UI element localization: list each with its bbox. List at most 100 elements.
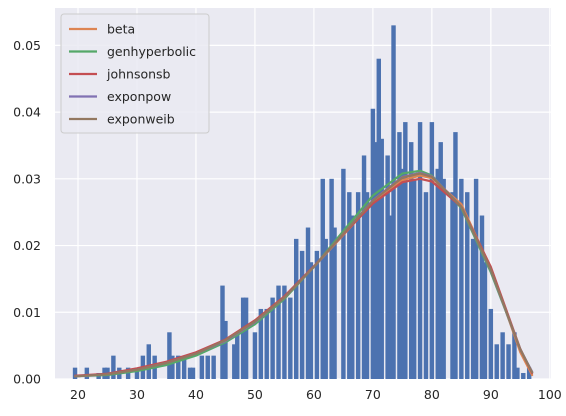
x-tick-label: 100 [538, 387, 562, 402]
histogram-bar [488, 308, 494, 379]
histogram-bar [409, 142, 414, 379]
legend-label: johnsonsb [106, 67, 171, 82]
legend-label: genhyperbolic [107, 44, 196, 59]
y-tick-label: 0.03 [13, 171, 41, 186]
histogram-bar [435, 168, 440, 379]
y-axis-ticks: 0.00 0.01 0.02 0.03 0.04 0.05 [13, 38, 41, 387]
histogram-bar [470, 238, 476, 379]
x-axis-ticks: 20 30 40 50 60 70 80 90 100 [70, 387, 562, 402]
histogram-bar [235, 332, 240, 379]
legend-box [60, 13, 210, 134]
histogram-bar [350, 215, 355, 379]
y-tick-label: 0.01 [13, 305, 41, 320]
histogram-bar [397, 132, 402, 379]
y-tick-label: 0.00 [13, 372, 41, 387]
histogram-bar [500, 332, 505, 379]
histogram-bar [258, 308, 264, 379]
histogram-bar [438, 142, 443, 379]
histogram-bar [299, 250, 305, 379]
histogram-bar [181, 355, 187, 379]
legend: beta genhyperbolic johnsonsb exponpow exponw… [60, 13, 210, 134]
histogram-bar [288, 297, 293, 379]
histogram-bar [176, 355, 181, 379]
histogram-bars [72, 25, 532, 380]
histogram-bar [243, 297, 249, 379]
histogram-bar [323, 238, 328, 379]
histogram-bar [305, 227, 311, 379]
histogram-bar [373, 142, 379, 379]
histogram-bar [482, 262, 488, 379]
histogram-bar [282, 285, 287, 379]
histogram-bar [429, 122, 435, 380]
x-tick-label: 30 [129, 387, 145, 402]
histogram-bar [411, 178, 417, 379]
histogram-bar [190, 367, 196, 379]
histogram-bar [479, 215, 485, 379]
histogram-bar [526, 367, 532, 379]
histogram-bar [385, 155, 390, 379]
histogram-bar [450, 192, 455, 379]
histogram-bar [341, 168, 346, 379]
y-tick-label: 0.05 [13, 38, 41, 53]
histogram-bar [494, 344, 499, 379]
histogram-bar [320, 178, 325, 379]
histogram-bar [347, 192, 352, 379]
histogram-bar [270, 297, 275, 379]
histogram-bar [308, 262, 314, 379]
histogram-bar [364, 192, 370, 379]
histogram-bar [391, 25, 396, 380]
histogram-bar [459, 178, 464, 379]
histogram-bar [329, 178, 334, 379]
x-tick-label: 50 [247, 387, 263, 402]
y-tick-label: 0.02 [13, 238, 41, 253]
histogram-bar [146, 344, 151, 379]
fit-curve-exponweib [73, 172, 534, 378]
histogram-bar [355, 192, 361, 379]
fit-curves [73, 169, 534, 378]
histogram-bar [400, 168, 405, 379]
histogram-bar [211, 355, 216, 379]
histogram-bar [423, 192, 429, 379]
histogram-bar [453, 132, 458, 379]
histogram-bar [370, 108, 376, 379]
histogram-bar [403, 122, 408, 380]
histogram-bar [72, 367, 78, 379]
histogram-bar [512, 332, 517, 379]
histogram-bar [199, 355, 205, 379]
histogram-bar [361, 155, 367, 379]
legend-label: beta [107, 22, 135, 37]
histogram-bar [125, 367, 131, 379]
legend-label: exponweib [107, 112, 175, 127]
histogram-bar [264, 308, 269, 379]
histogram-bar [167, 332, 172, 379]
x-tick-label: 70 [365, 387, 381, 402]
histogram-bar [84, 367, 90, 379]
histogram-bar [276, 285, 281, 379]
histogram-bar [170, 355, 175, 379]
histogram-bar [515, 367, 520, 379]
y-tick-label: 0.04 [13, 105, 41, 120]
histogram-bar [252, 332, 258, 379]
histogram-bar [473, 178, 479, 379]
histogram-bar [417, 122, 423, 380]
histogram-bar [314, 250, 320, 379]
histogram-bar [521, 372, 526, 379]
x-tick-label: 20 [70, 387, 86, 402]
x-tick-label: 90 [483, 387, 499, 402]
histogram-bar [465, 192, 470, 379]
histogram-bar [220, 285, 225, 379]
histogram-bar [294, 238, 299, 379]
histogram-bar [388, 215, 393, 379]
x-tick-label: 40 [188, 387, 204, 402]
histogram-bar [205, 355, 210, 379]
histogram-bar [240, 297, 246, 379]
histogram-bar [232, 344, 237, 379]
histogram-bar [134, 367, 140, 379]
x-tick-label: 60 [306, 387, 322, 402]
histogram-bar [376, 58, 381, 380]
histogram-bar [187, 367, 193, 379]
histogram-bar [332, 227, 337, 379]
histogram-bar [111, 355, 116, 379]
x-tick-label: 80 [424, 387, 440, 402]
